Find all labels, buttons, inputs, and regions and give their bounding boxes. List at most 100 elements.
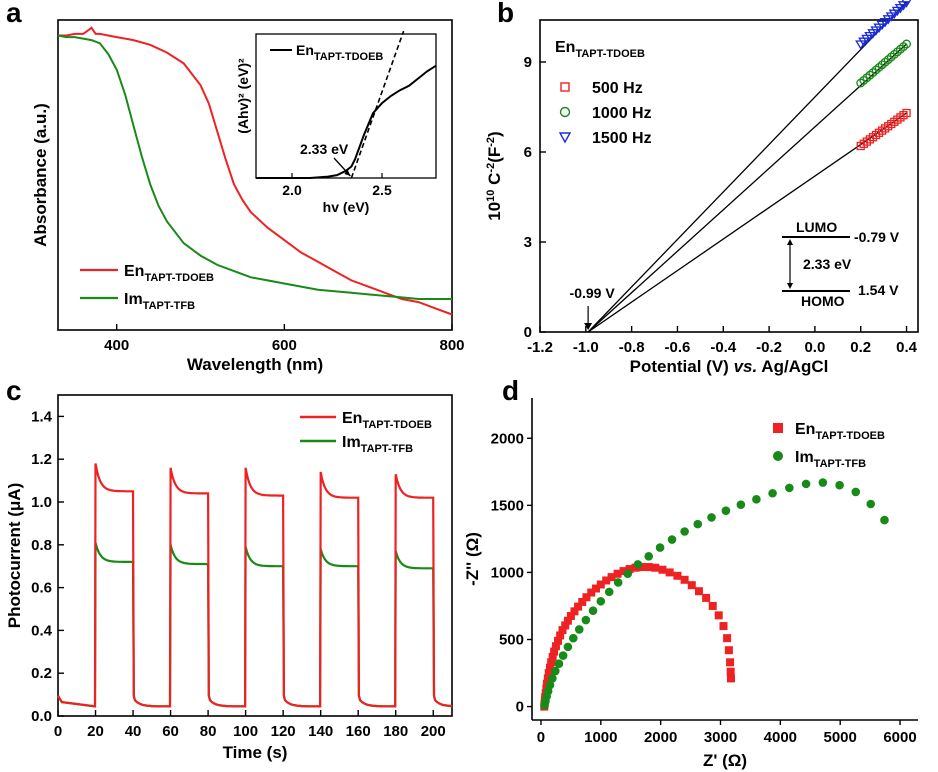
inset-series-line	[256, 64, 437, 179]
y-axis-title-b-part-4: (F	[485, 147, 504, 163]
inset-legend-label: EnTAPT-TDOEB	[296, 42, 383, 63]
x-tick-label-b-0: -1.2	[527, 339, 553, 356]
inset-annotation-arrowhead	[344, 169, 351, 176]
point-d-0-39	[680, 575, 689, 584]
point-d-0-47	[724, 646, 733, 655]
y-axis-title-b-part-2: C	[485, 173, 504, 190]
inset-legend-label-subscript: TAPT-TDOEB	[314, 51, 384, 63]
point-d-1-19	[644, 552, 653, 561]
panel-label-d: d	[502, 375, 519, 406]
plot-frame-b	[539, 19, 919, 333]
point-d-0-10	[547, 658, 556, 667]
point-d-1-7	[554, 659, 564, 668]
panel-a-absorbance-chart: 400 600 800 Wavelength (nm) Absorbance (a.u.…	[31, 19, 465, 374]
point-d-0-50	[726, 674, 735, 683]
x-tick-label-a-2: 800	[439, 337, 464, 354]
point-d-1-6	[551, 666, 560, 676]
legend-label-c-1: ImTAPT-TFB	[342, 434, 413, 455]
inset-x-tick-label-0: 2.0	[282, 182, 302, 198]
point-d-1-24	[707, 513, 716, 522]
point-d-0-46	[723, 634, 732, 643]
x-tick-label-a-1: 600	[272, 337, 297, 354]
inset-y-axis-title: (Ahv)² (eV)²	[235, 58, 251, 134]
panel-label-b: b	[497, 0, 514, 28]
point-d-1-18	[633, 560, 643, 569]
x-tick-label-b-1: -1.0	[573, 339, 599, 356]
point-d-1-29	[785, 483, 794, 493]
inset-fit-line	[350, 30, 405, 179]
panel-c-photocurrent-chart: 0 20 40 60 80 100 120 140 160 180 200 0.0 0.2 0.4 0.6 0…	[5, 394, 453, 762]
legend-label-d-0-main: En	[795, 421, 815, 438]
y-tick-label-c-0: 0.0	[31, 708, 52, 725]
y-axis-title-a: Absorbance (a.u.)	[31, 103, 50, 247]
point-d-0-37	[665, 568, 674, 577]
panel-b-mott-schottky-chart: -1.2 -1.0 -0.8 -0.6 -0.4 -0.2 0.0 0.2 0.4 0 3 6 9 Pot…	[485, 0, 919, 376]
series-line-c-0	[57, 463, 453, 708]
series-line-a-1	[57, 34, 452, 300]
point-d-0-31	[625, 565, 634, 574]
x-axis-title-b-part-0: Potential (V)	[630, 357, 734, 376]
point-d-1-10	[568, 633, 578, 643]
point-d-0-43	[708, 601, 717, 610]
point-d-1-16	[613, 578, 623, 587]
x-axis-title-b-part-2: Ag/AgCl	[757, 357, 828, 376]
point-d-0-16	[558, 626, 567, 635]
x-tick-label-b-3: -0.6	[665, 339, 691, 356]
point-d-0-28	[607, 573, 616, 582]
point-d-0-19	[566, 612, 575, 621]
fit-line-b-0	[587, 112, 907, 333]
x-axis-title-b: Potential (V) vs. Ag/AgCl	[630, 357, 829, 376]
point-d-0-42	[702, 593, 711, 602]
point-d-1-23	[693, 519, 703, 529]
point-d-0-30	[619, 567, 628, 576]
x-tick-label-c-5: 100	[233, 723, 258, 740]
x-tick-label-d-3: 3000	[704, 729, 737, 746]
x-tick-label-d-6: 6000	[883, 729, 916, 746]
point-d-0-13	[551, 642, 560, 651]
homo-value-b: 1.54 V	[858, 282, 899, 298]
y-tick-label-b-3: 9	[524, 54, 532, 71]
x-tick-label-c-4: 80	[200, 723, 217, 740]
point-d-0-9	[545, 663, 554, 672]
point-b-1-15	[902, 39, 911, 49]
y-axis-title-b-part-3: -2	[485, 163, 497, 173]
legend-label-a-1-main: Im	[124, 291, 143, 308]
point-d-1-21	[667, 535, 677, 544]
legend-label-c-1-main: Im	[342, 434, 361, 451]
legend-label-c-1-subscript: TAPT-TFB	[361, 443, 413, 455]
legend-label-d-0-subscript: TAPT-TDOEB	[815, 430, 885, 442]
legend-marker-b-1	[559, 106, 571, 118]
point-d-1-5	[548, 674, 557, 683]
point-d-1-4	[545, 680, 555, 690]
x-tick-label-c-6: 120	[271, 723, 296, 740]
legend-label-b-1: 1000 Hz	[592, 105, 652, 122]
y-tick-label-b-1: 3	[524, 234, 532, 251]
x-tick-label-c-1: 20	[87, 723, 104, 740]
point-d-0-8	[544, 669, 553, 678]
panel-label-a: a	[6, 0, 22, 28]
y-axis-title-b-part-6: )	[485, 131, 504, 137]
x-tick-label-c-0: 0	[54, 723, 62, 740]
y-axis-title-c: Photocurrent (μA)	[5, 483, 24, 628]
point-d-1-9	[563, 642, 573, 652]
inset-legend-label-main: En	[296, 42, 314, 58]
y-tick-label-c-2: 0.4	[31, 622, 53, 639]
point-d-0-38	[673, 571, 682, 580]
point-d-0-15	[556, 631, 565, 640]
x-tick-label-b-2: -0.8	[619, 339, 645, 356]
legend-label-a-0: EnTAPT-TDOEB	[124, 263, 214, 284]
point-d-1-26	[736, 500, 746, 509]
fit-line-b-2	[587, 1, 908, 333]
x-axis-title-c: Time (s)	[223, 743, 288, 762]
point-d-0-23	[582, 593, 591, 602]
panel-label-c: c	[6, 375, 22, 406]
chart-title-b-subscript: TAPT-TDOEB	[575, 48, 645, 60]
point-d-1-27	[752, 494, 761, 504]
point-d-0-7	[543, 674, 552, 683]
inset-frame-a	[255, 33, 437, 179]
y-tick-label-d-1: 500	[499, 632, 524, 649]
x-tick-label-c-10: 200	[421, 723, 446, 740]
legend-label-d-1-main: Im	[795, 449, 814, 466]
point-d-0-44	[714, 611, 723, 620]
x-tick-label-b-4: -0.4	[710, 339, 737, 356]
